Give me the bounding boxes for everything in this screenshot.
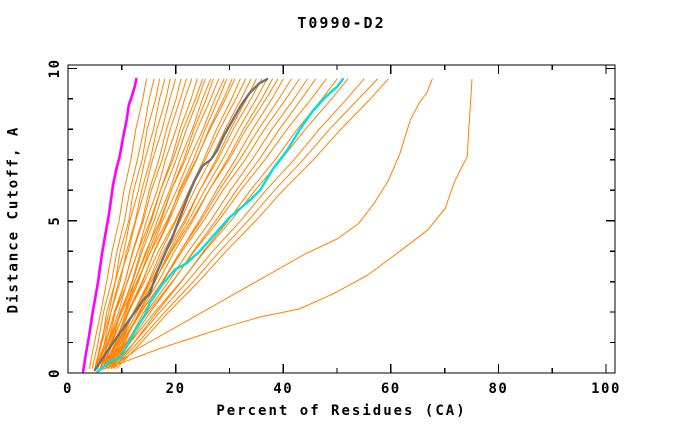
curve-decoy-01 — [89, 78, 147, 369]
curve-decoy-29 — [105, 78, 292, 369]
curve-decoy-04 — [94, 78, 166, 369]
curve-decoy-19 — [94, 78, 236, 369]
curve-decoy-36 — [110, 78, 365, 369]
curve-decoy-06 — [94, 78, 177, 369]
curve-decoy-02 — [91, 78, 155, 369]
y-tick-label: 10 — [47, 58, 63, 78]
curve-curve-gray — [93, 77, 269, 372]
curve-decoy-21 — [99, 78, 246, 369]
curve-decoy-37 — [113, 78, 378, 369]
curve-decoy-35 — [107, 78, 349, 369]
x-tick-label: 40 — [273, 381, 293, 397]
curve-decoy-11 — [94, 78, 203, 369]
curve-decoy-30 — [102, 78, 300, 369]
curve-decoy-28 — [110, 78, 284, 369]
curve-curve-magenta — [81, 77, 138, 373]
curve-decoy-16 — [99, 78, 225, 369]
chart-title: T0990-D2 — [297, 14, 386, 32]
x-tick-label: 0 — [63, 381, 73, 397]
curve-decoy-09 — [99, 78, 193, 369]
x-tick-label: 80 — [488, 381, 508, 397]
curve-decoy-17 — [105, 78, 228, 369]
curve-decoy-14 — [105, 78, 214, 369]
curve-decoy-10 — [102, 78, 198, 369]
curve-decoy-03 — [94, 78, 160, 369]
curve-decoy-outlier-right-1 — [110, 78, 433, 369]
curve-decoy-07 — [99, 78, 182, 369]
x-axis-label: Percent of Residues (CA) — [216, 403, 467, 419]
curve-curve-cyan — [96, 77, 345, 373]
x-tick-label: 60 — [381, 381, 401, 397]
curve-decoy-outlier-right-2 — [99, 78, 473, 371]
curve-decoy-32 — [110, 78, 316, 369]
curve-decoy-38 — [115, 78, 389, 369]
axis-frame — [67, 64, 616, 374]
x-tick-label: 100 — [591, 381, 621, 397]
y-tick-label: 0 — [47, 368, 63, 378]
x-tick-label: 20 — [166, 381, 186, 397]
curve-decoy-25 — [105, 78, 268, 369]
y-tick-label: 5 — [47, 216, 63, 226]
